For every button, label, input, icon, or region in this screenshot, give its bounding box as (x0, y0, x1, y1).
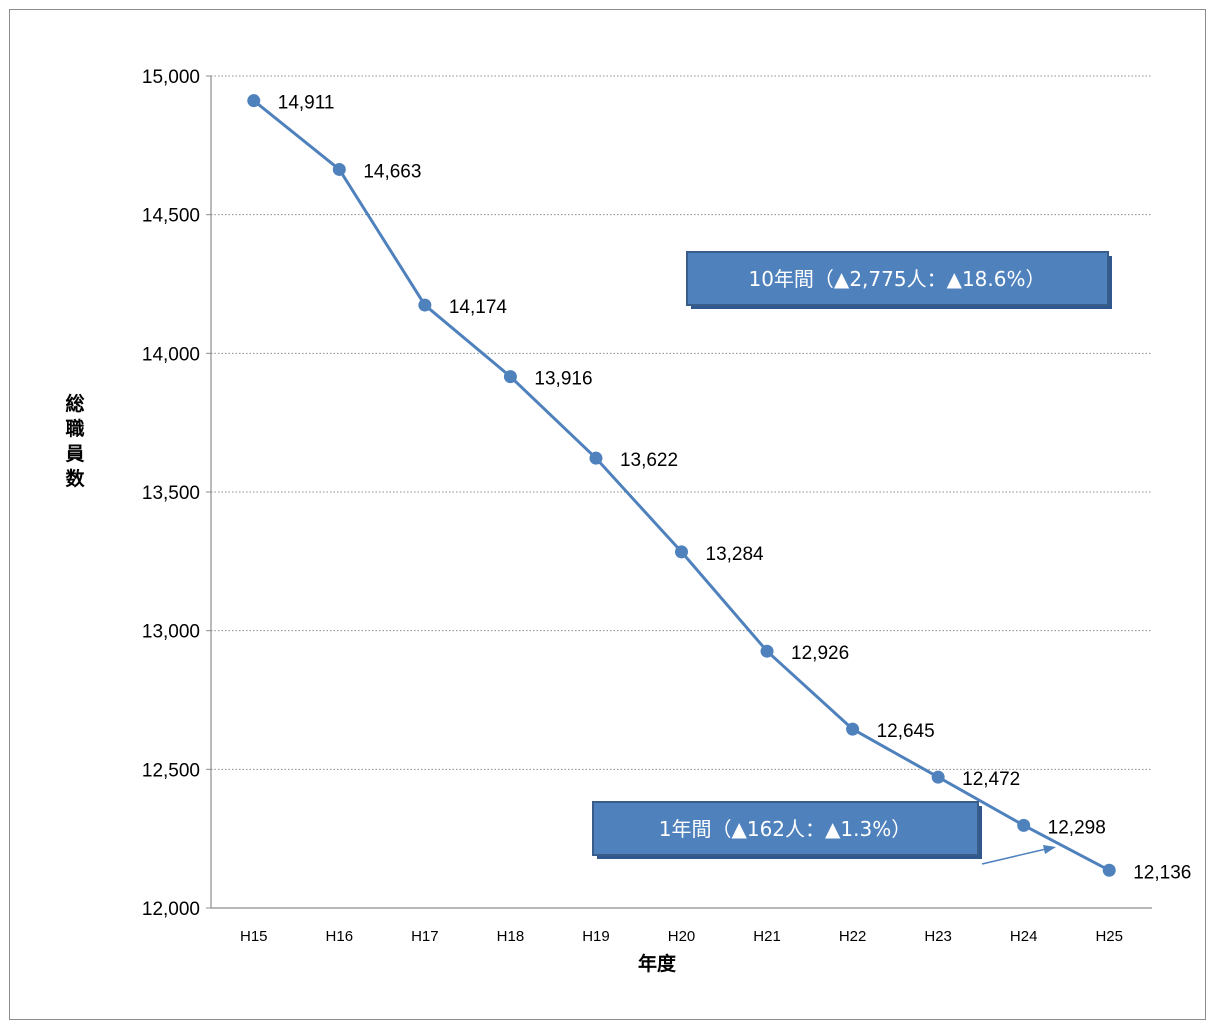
data-label: 12,645 (877, 721, 935, 742)
y-tick-label: 12,500 (142, 760, 200, 781)
data-label: 14,911 (278, 93, 335, 114)
x-tick-labels: H15 H16 H17 H18 H19 H20 H21 H22 H23 H24 H25 (240, 928, 1123, 945)
x-tick-label: H17 (411, 928, 439, 945)
data-label: 14,663 (363, 161, 421, 182)
y-tick-label: 13,000 (142, 622, 200, 643)
data-point (846, 722, 860, 736)
y-tick-labels: 12,000 12,500 13,000 13,500 14,000 14,500 15,0… (142, 67, 200, 920)
y-tick-label: 15,000 (142, 67, 200, 88)
data-point (675, 545, 688, 559)
x-tick-label: H19 (582, 928, 610, 945)
annotation-10-year: 10年間（▲2,775人：▲18.6%） (686, 251, 1112, 309)
data-point (418, 298, 432, 312)
axes (206, 75, 1152, 909)
series-line (252, 99, 1110, 872)
data-label: 13,622 (620, 450, 678, 471)
data-label: 12,926 (791, 643, 849, 664)
x-tick-label: H16 (326, 928, 354, 945)
x-tick-label: H21 (753, 928, 781, 945)
y-tick-label: 14,500 (142, 206, 200, 227)
x-tick-label: H24 (1010, 928, 1038, 945)
y-axis-label-char: 数 (65, 467, 85, 490)
x-tick-label: H23 (924, 928, 952, 945)
data-point (760, 644, 774, 658)
y-tick-label: 14,000 (142, 344, 200, 365)
data-label: 13,916 (534, 369, 592, 390)
data-label: 14,174 (449, 297, 508, 318)
data-label: 12,298 (1048, 817, 1106, 838)
data-point (332, 162, 346, 176)
annotation-10-year-text: 10年間（▲2,775人：▲18.6%） (748, 267, 1045, 291)
series-line-group (247, 94, 1116, 877)
y-axis-label-char: 職 (65, 417, 84, 440)
x-tick-label: H25 (1095, 928, 1123, 945)
x-tick-label: H22 (839, 928, 867, 945)
y-tick-label: 12,000 (142, 899, 200, 920)
annotation-arrow (981, 848, 1047, 865)
gridlines (211, 75, 1152, 770)
annotation-1-year: 1年間（▲162人：▲1.3%） (592, 801, 1056, 865)
x-axis-label: 年度 (638, 952, 677, 975)
data-label: 12,136 (1133, 862, 1191, 883)
y-axis-label-char: 総 (65, 392, 84, 415)
annotation-arrowhead (1043, 845, 1056, 854)
data-point (247, 94, 261, 108)
data-point (931, 770, 945, 784)
data-point (1017, 818, 1031, 832)
data-label: 12,472 (962, 769, 1020, 790)
x-tick-label: H15 (240, 928, 268, 945)
x-tick-label: H20 (668, 928, 696, 945)
y-tick-label: 13,500 (142, 483, 200, 504)
y-axis-label-char: 員 (65, 443, 84, 465)
data-labels: 14,911 14,663 14,174 13,916 13,622 13,284 12,9… (278, 93, 1192, 884)
x-tick-label: H18 (497, 928, 525, 945)
data-point (503, 370, 517, 384)
data-point (589, 451, 603, 465)
annotation-1-year-text: 1年間（▲162人：▲1.3%） (659, 817, 911, 841)
data-point (1102, 863, 1116, 877)
data-label: 13,284 (706, 544, 765, 565)
